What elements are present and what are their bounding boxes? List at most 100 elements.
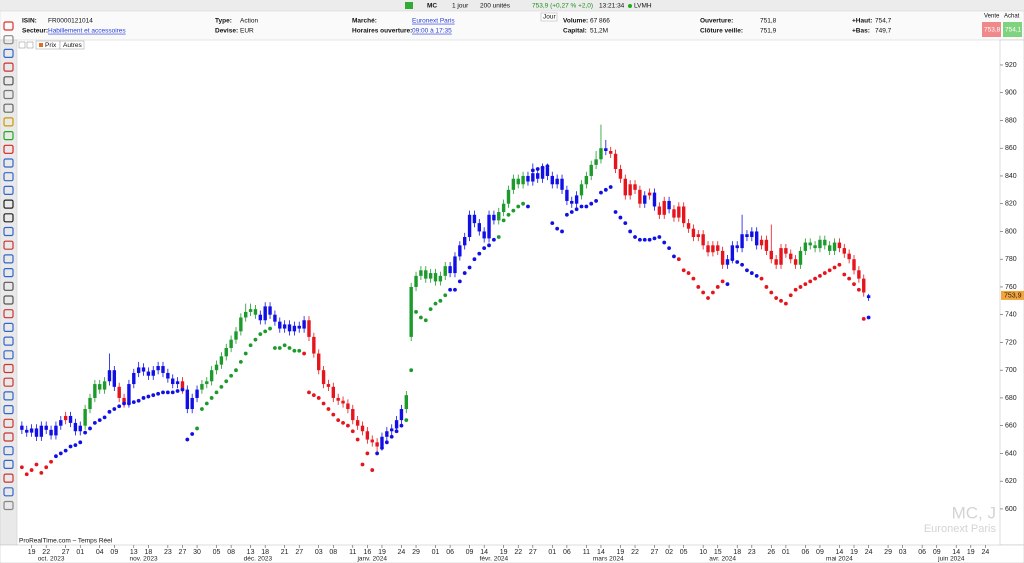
tool-icon[interactable] [3,350,14,360]
sar-dot [735,260,740,264]
sar-dot [365,451,370,456]
tool-icon[interactable] [3,35,14,45]
tool-icon[interactable] [3,213,14,223]
x-tick-label: 13 [130,549,138,556]
panel-btn[interactable] [18,41,26,49]
candle-body [482,231,486,239]
tool-icon[interactable] [3,309,14,319]
units[interactable]: 200 unités [480,3,511,10]
buy-box[interactable] [1003,22,1022,37]
tool-icon[interactable] [3,131,14,141]
tab-box[interactable] [59,40,85,50]
sar-dot [68,444,73,449]
tool-icon[interactable] [3,418,14,428]
tool-icon[interactable] [3,473,14,483]
tag-box[interactable] [540,12,558,22]
sar-dot [355,437,360,442]
month-label: févr. 2024 [480,556,509,563]
sar-dot [409,368,414,373]
x-tick-label: 22 [631,549,639,556]
tool-icon[interactable] [3,295,14,305]
tool-icon[interactable] [3,158,14,168]
tool-icon[interactable] [3,117,14,127]
tool-icon[interactable] [3,432,14,442]
sell-box[interactable] [982,22,1001,37]
sar-dot [141,396,146,400]
x-tick-label: 09 [816,549,824,556]
tab[interactable]: Autres [63,42,83,49]
candle-body [73,422,78,432]
candle-body [472,214,477,224]
sar-dot [44,465,49,470]
sar-dot [277,346,282,350]
tool-icon[interactable] [3,144,14,154]
sell-value[interactable]: 753,8 [984,27,1001,34]
sar-dot [58,451,63,456]
month-label: mai 2024 [826,556,853,563]
tool-icon[interactable] [3,322,14,332]
tool-icon[interactable] [3,226,14,237]
tool-icon[interactable] [3,48,14,59]
tool-icon[interactable] [3,199,14,209]
candle-body [302,320,306,329]
sar-dot [287,346,292,350]
sar-dot [88,426,92,431]
panel-btn[interactable] [26,41,34,49]
tool-icon[interactable] [3,103,14,113]
tool-icon[interactable] [3,254,14,264]
tool-icon[interactable] [3,185,14,195]
tool-icon[interactable] [3,336,14,346]
tool-icon[interactable] [3,240,14,250]
tool-icon[interactable] [3,76,14,86]
x-tick-label: 01 [782,549,790,556]
tool-icon[interactable] [3,268,14,278]
tool-icon[interactable] [3,377,14,387]
buy-value[interactable]: 754,1 [1005,27,1022,34]
candle-body [209,370,214,382]
sar-dot [185,437,190,442]
candle-body [141,367,146,372]
candle-body [725,259,730,265]
field-value[interactable]: 09:00 à 17:35 [412,28,452,35]
sar-dot [399,423,404,428]
candle-body [146,371,151,376]
tool-icon[interactable] [3,500,14,511]
sar-dot [803,282,808,287]
tool-icon[interactable] [3,391,14,401]
tool-icon[interactable] [3,172,14,182]
tool-icon[interactable] [3,21,14,31]
sar-dot [443,293,448,298]
tool-icon[interactable] [3,363,14,374]
tab[interactable]: Prix [45,42,57,49]
x-tick-label: 04 [96,549,104,556]
tool-icon[interactable] [3,62,14,72]
sar-dot [745,268,749,273]
sar-dot [136,398,141,403]
sar-dot [107,409,112,414]
tool-icon[interactable] [3,89,14,100]
period[interactable]: 1 jour [452,3,469,10]
field-label: Marché: [352,18,377,25]
sar-dot [49,459,53,464]
candle-body [88,397,92,410]
y-tick-label: 880 [1005,117,1017,124]
field-value[interactable]: Habillement et accessoires [48,28,126,35]
month-label: mars 2024 [593,556,624,563]
icon[interactable] [405,2,413,9]
x-tick-label: 03 [899,549,907,556]
field-value: 67 866 [590,18,610,25]
tool-icon[interactable] [3,405,14,415]
x-tick-label: 23 [164,549,172,556]
tool-icon[interactable] [3,281,14,291]
field-label: Devise: [215,28,238,35]
tag[interactable]: Jour [543,14,556,21]
tool-icon[interactable] [3,487,14,497]
y-tick-label: 720 [1005,339,1017,346]
sar-dot [623,221,628,226]
x-tick-label: 02 [665,549,673,556]
tool-icon[interactable] [3,446,14,456]
symbol[interactable]: MC [427,3,437,10]
tool-icon[interactable] [3,459,14,469]
field-value[interactable]: Euronext Paris [412,18,455,25]
candle-body [287,324,292,332]
